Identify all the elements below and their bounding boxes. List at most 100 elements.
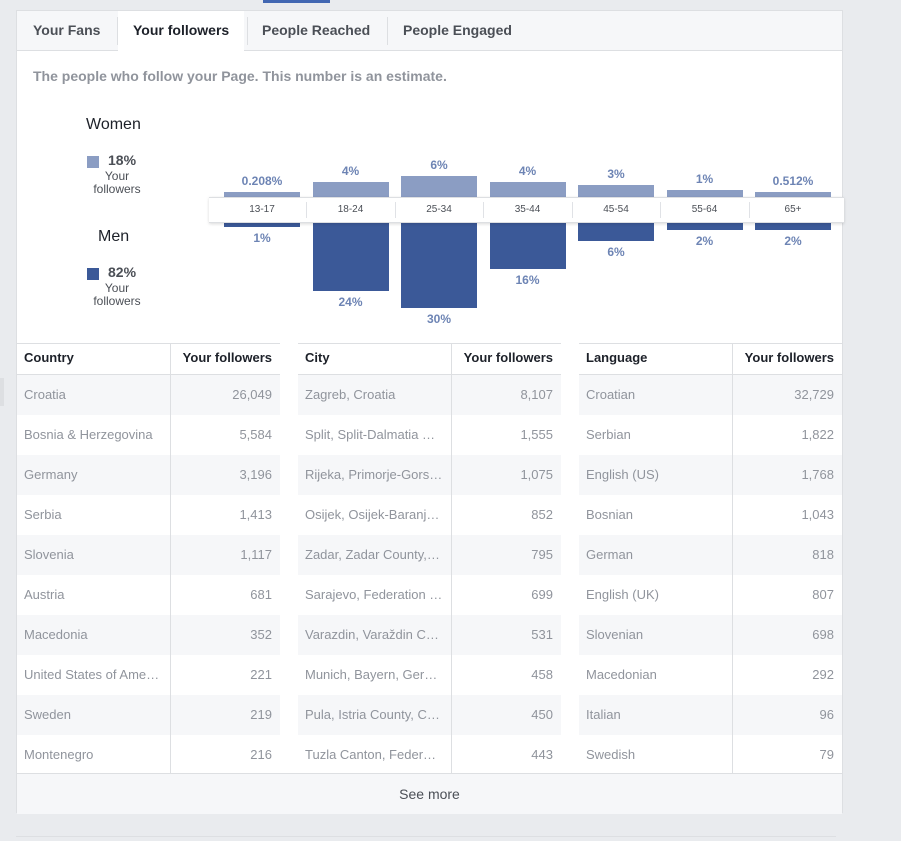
women-value-label: 1% xyxy=(695,172,714,187)
row-value: 698 xyxy=(812,627,834,642)
row-value: 221 xyxy=(250,667,272,682)
row-value: 352 xyxy=(250,627,272,642)
table-row: United States of America 221 xyxy=(17,655,280,695)
age-tick-divider xyxy=(571,202,573,218)
men-title: Men xyxy=(98,228,130,245)
table-row: Montenegro 216 xyxy=(17,735,280,775)
column-header-followers: Your followers xyxy=(182,350,272,365)
section-description: The people who follow your Page. This nu… xyxy=(33,68,447,84)
row-name: Slovenia xyxy=(24,547,74,562)
age-tick-label: 25-34 xyxy=(426,204,452,215)
row-name: English (US) xyxy=(586,467,659,482)
row-value: 1,413 xyxy=(239,507,272,522)
table-row: Zagreb, Croatia 8,107 xyxy=(298,375,561,415)
table-row: Macedonian 292 xyxy=(579,655,842,695)
table-row: Croatia 26,049 xyxy=(17,375,280,415)
column-divider xyxy=(732,343,733,773)
tab-your-followers[interactable]: Your followers xyxy=(118,11,245,51)
row-name: Varazdin, Varaždin Cou… xyxy=(305,627,443,642)
men-value-label: 2% xyxy=(695,233,714,248)
tab-people-reached[interactable]: People Reached xyxy=(262,22,371,38)
table-row: Slovenia 1,117 xyxy=(17,535,280,575)
age-tick-label: 13-17 xyxy=(249,204,275,215)
see-more-button[interactable]: See more xyxy=(17,773,842,814)
row-value: 292 xyxy=(812,667,834,682)
row-name: Swedish xyxy=(586,747,636,762)
table-row: Zadar, Zadar County, C… 795 xyxy=(298,535,561,575)
row-name: Rijeka, Primorje-Gorski… xyxy=(305,467,443,482)
age-tick-label: 35-44 xyxy=(514,204,541,215)
table-row: Munich, Bayern, Germ… 458 xyxy=(298,655,561,695)
table-row: Tuzla Canton, Federati… 443 xyxy=(298,735,561,775)
row-name: English (UK) xyxy=(586,587,659,602)
row-value: 1,555 xyxy=(520,427,553,442)
top-accent-bar xyxy=(263,0,330,3)
row-value: 681 xyxy=(250,587,272,602)
table-row: Pula, Istria County, Cro… 450 xyxy=(298,695,561,735)
row-value: 1,822 xyxy=(801,427,834,442)
men-bar xyxy=(401,223,477,308)
table-row: Bosnia & Herzegovina 5,584 xyxy=(17,415,280,455)
table-row: Sarajevo, Federation of… 699 xyxy=(298,575,561,615)
age-tick-divider xyxy=(483,202,485,218)
row-value: 8,107 xyxy=(520,387,553,402)
row-name: Sweden xyxy=(24,707,71,722)
row-value: 216 xyxy=(250,747,272,762)
men-value-label: 24% xyxy=(338,295,363,310)
row-name: Zadar, Zadar County, C… xyxy=(305,547,443,562)
row-value: 1,043 xyxy=(801,507,834,522)
table-row: Croatian 32,729 xyxy=(579,375,842,415)
table-row: Serbian 1,822 xyxy=(579,415,842,455)
column-header: Language xyxy=(586,350,648,365)
row-value: 32,729 xyxy=(794,387,834,402)
age-tick-divider xyxy=(748,202,750,218)
row-value: 443 xyxy=(531,747,553,762)
row-name: Tuzla Canton, Federati… xyxy=(305,747,443,762)
tab-people-engaged[interactable]: People Engaged xyxy=(403,22,512,38)
row-name: Croatia xyxy=(24,387,66,402)
row-name: Italian xyxy=(586,707,621,722)
row-name: Germany xyxy=(24,467,78,482)
row-name: Pula, Istria County, Cro… xyxy=(305,707,443,722)
row-value: 1,075 xyxy=(520,467,553,482)
table-row: Swedish 79 xyxy=(579,735,842,775)
men-swatch xyxy=(87,268,99,280)
women-swatch xyxy=(87,156,99,168)
women-value-label: 4% xyxy=(341,163,360,178)
row-name: Sarajevo, Federation of… xyxy=(305,587,443,602)
tab-your-fans[interactable]: Your Fans xyxy=(33,22,101,38)
table-row: Bosnian 1,043 xyxy=(579,495,842,535)
table-row: Osijek, Osijek-Baranja … 852 xyxy=(298,495,561,535)
tab-divider xyxy=(117,17,118,45)
table-header: Country Your followers xyxy=(17,343,280,375)
women-value-label: 0.512% xyxy=(772,173,814,188)
city-table: City Your followers Zagreb, Croatia 8,107 Sp… xyxy=(298,343,561,775)
row-value: 3,196 xyxy=(239,467,272,482)
table-row: Germany 3,196 xyxy=(17,455,280,495)
left-edge-notch xyxy=(0,378,4,406)
row-value: 531 xyxy=(531,627,553,642)
row-value: 807 xyxy=(812,587,834,602)
men-bar xyxy=(224,223,300,227)
men-value-label: 16% xyxy=(515,272,540,287)
table-row: Sweden 219 xyxy=(17,695,280,735)
age-tick-label: 65+ xyxy=(784,204,802,215)
women-percent: 18% xyxy=(108,152,137,168)
men-percent: 82% xyxy=(108,264,137,280)
row-name: Osijek, Osijek-Baranja … xyxy=(305,507,443,522)
table-row: Rijeka, Primorje-Gorski… 1,075 xyxy=(298,455,561,495)
row-name: Slovenian xyxy=(586,627,644,642)
row-name: Macedonian xyxy=(586,667,657,682)
table-row: Slovenian 698 xyxy=(579,615,842,655)
row-value: 852 xyxy=(531,507,553,522)
men-bar xyxy=(312,223,389,292)
row-name: United States of America xyxy=(24,667,162,682)
men-value-label: 1% xyxy=(253,231,271,245)
men-bar xyxy=(755,223,831,230)
men-subtitle: Your followers xyxy=(93,281,141,308)
age-tick-divider xyxy=(394,202,396,218)
row-name: Serbia xyxy=(24,507,62,522)
women-value-label: 3% xyxy=(607,166,625,181)
row-name: Croatian xyxy=(586,387,636,402)
row-name: German xyxy=(586,547,633,562)
